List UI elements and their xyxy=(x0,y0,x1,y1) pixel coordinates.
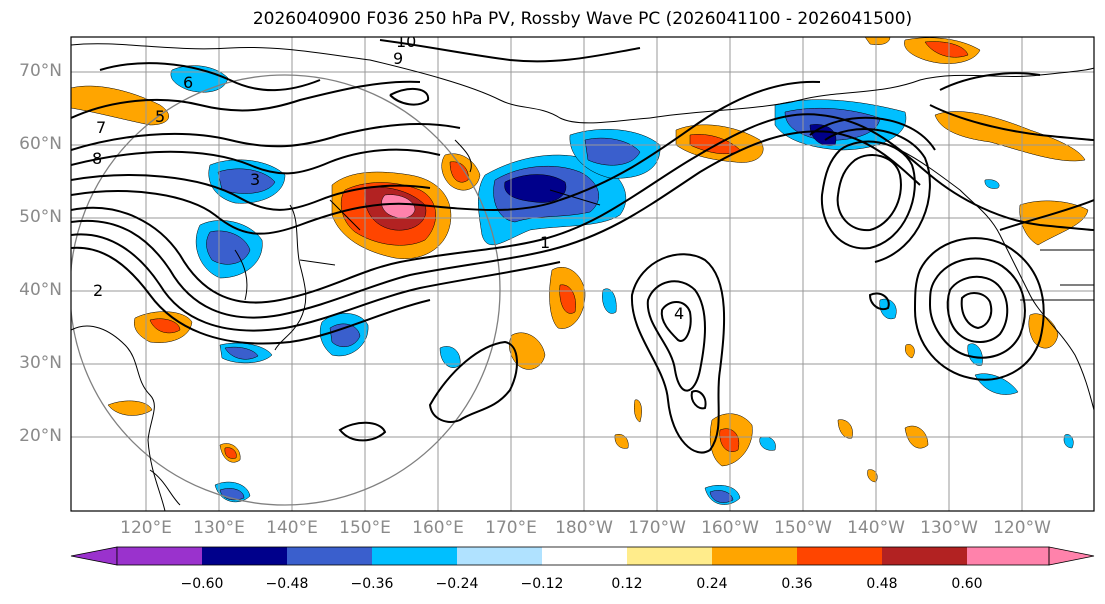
lon-label: 160°W xyxy=(701,518,759,538)
contour-label: 3 xyxy=(250,170,260,189)
colorbar-tick-label: 0.48 xyxy=(866,576,898,592)
colorbar-max-extend xyxy=(1048,546,1095,566)
lon-label: 180°W xyxy=(555,518,613,538)
colorbar-tick-label: 0.12 xyxy=(611,576,643,592)
colorbar-segment xyxy=(287,547,372,565)
colorbar-segment xyxy=(967,547,1049,565)
colorbar-segment xyxy=(882,547,967,565)
colorbar-min-extend xyxy=(70,546,118,566)
colorbar-tick-label: 0.24 xyxy=(696,576,728,592)
colorbar-segment xyxy=(797,547,882,565)
lat-label: 40°N xyxy=(19,280,62,300)
colorbar-segment xyxy=(627,547,712,565)
lon-label: 170°E xyxy=(485,518,537,538)
colorbar-tick-label: −0.36 xyxy=(350,576,394,592)
contour-label: 2 xyxy=(93,281,103,300)
contour-label: 10 xyxy=(396,32,416,51)
lat-label: 50°N xyxy=(19,207,62,227)
colorbar-tick-label: −0.12 xyxy=(520,576,564,592)
contour-label: 5 xyxy=(155,107,165,126)
lon-label: 120°W xyxy=(993,518,1051,538)
lon-label: 150°E xyxy=(339,518,391,538)
region-circle xyxy=(71,74,501,506)
coastlines xyxy=(71,43,1094,511)
map-frame xyxy=(70,36,1095,512)
colorbar-tick-label: −0.60 xyxy=(180,576,224,592)
contour-labels: 10 9 8 7 6 5 4 3 2 1 xyxy=(92,32,684,323)
colorbar-segment xyxy=(117,547,202,565)
lon-label: 120°E xyxy=(120,518,172,538)
colorbar-segment xyxy=(542,547,627,565)
lon-label: 140°W xyxy=(847,518,905,538)
contour-label: 6 xyxy=(183,73,193,92)
colorbar-frame xyxy=(116,546,1050,566)
contour-label: 1 xyxy=(540,233,550,252)
lat-label: 20°N xyxy=(19,426,62,446)
lon-label: 150°W xyxy=(774,518,832,538)
map-field: 10 9 8 7 6 5 4 3 2 1 xyxy=(71,32,1094,511)
colorbar xyxy=(70,546,1095,566)
colorbar-segment xyxy=(712,547,797,565)
lat-label: 60°N xyxy=(19,134,62,154)
lat-label: 70°N xyxy=(19,61,62,81)
lon-label: 130°E xyxy=(193,518,245,538)
graticule xyxy=(71,37,1094,511)
colorbar-tick-label: 0.60 xyxy=(951,576,983,592)
contour-label: 7 xyxy=(96,118,106,137)
pv-contours xyxy=(71,39,1094,454)
contour-label: 9 xyxy=(393,49,403,68)
lon-label: 130°W xyxy=(920,518,978,538)
lat-label: 30°N xyxy=(19,353,62,373)
colorbar-tick-label: 0.36 xyxy=(781,576,813,592)
map-title: 2026040900 F036 250 hPa PV, Rossby Wave … xyxy=(252,9,913,29)
colorbar-segment xyxy=(372,547,457,565)
lon-label: 160°E xyxy=(412,518,464,538)
positive-anomalies xyxy=(71,37,1089,483)
colorbar-segment xyxy=(457,547,542,565)
contour-label: 8 xyxy=(92,149,102,168)
contour-label: 4 xyxy=(674,304,684,323)
colorbar-segment xyxy=(202,547,287,565)
lon-label: 140°E xyxy=(266,518,318,538)
colorbar-tick-label: −0.24 xyxy=(435,576,479,592)
colorbar-tick-label: −0.48 xyxy=(265,576,309,592)
lon-label: 170°W xyxy=(628,518,686,538)
